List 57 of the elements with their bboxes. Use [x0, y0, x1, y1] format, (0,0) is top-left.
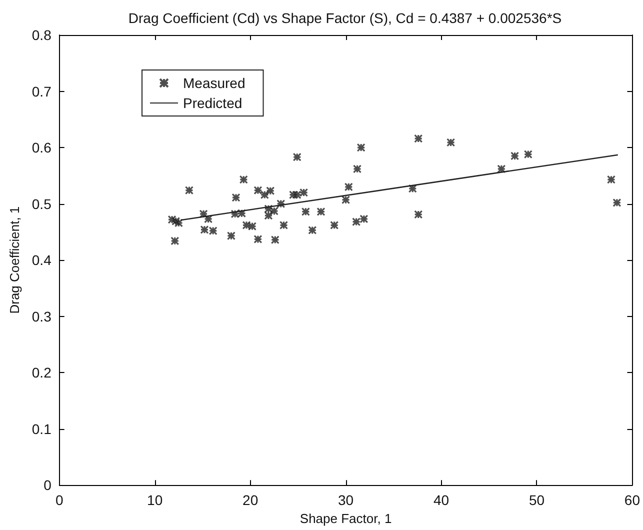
point [292, 152, 302, 162]
x-tick-label: 60 [624, 492, 640, 508]
legend-label: Measured [183, 75, 246, 91]
y-tick-label: 0.4 [32, 252, 52, 268]
point [226, 232, 236, 240]
point [497, 164, 506, 174]
point [352, 217, 361, 226]
point [360, 214, 368, 224]
point [266, 186, 275, 196]
x-tick-label: 40 [433, 492, 450, 508]
point [170, 236, 180, 246]
chart-title: Drag Coefficient (Cd) vs Shape Factor (S), Cd = 0.4387 + 0.002536*S [128, 10, 562, 26]
point [230, 210, 240, 218]
point [288, 190, 298, 200]
point [612, 198, 622, 207]
y-tick-label: 0 [44, 477, 52, 494]
y-axis-title: Drag Coefficient, 1 [7, 206, 22, 314]
point [279, 220, 288, 230]
point [414, 134, 423, 143]
point [356, 143, 366, 152]
point [232, 193, 240, 202]
x-tick-label: 50 [528, 492, 545, 508]
y-tick-label: 0.8 [32, 27, 52, 43]
y-tick-label: 0.1 [32, 420, 52, 437]
y-tick-label: 0.3 [32, 308, 52, 324]
y-tick-label: 0.5 [32, 196, 52, 212]
y-tick-label: 0.7 [32, 83, 52, 100]
point [344, 182, 353, 192]
x-axis-title: Shape Factor, 1 [300, 511, 392, 526]
point [264, 211, 273, 220]
x-tick-label: 10 [147, 492, 163, 508]
point [292, 190, 302, 200]
point [301, 207, 310, 216]
point [308, 226, 317, 235]
point [446, 138, 456, 147]
point [408, 184, 417, 193]
point [254, 234, 262, 244]
point [239, 175, 248, 184]
point [237, 209, 246, 218]
legend-label: Predicted [183, 95, 242, 111]
y-tick-label: 0.2 [32, 364, 52, 381]
x-tick-label: 20 [242, 492, 258, 508]
x-tick-label: 0 [55, 492, 64, 508]
point [184, 186, 194, 195]
point [299, 188, 308, 197]
y-tick-label: 0.6 [32, 140, 52, 156]
point [524, 150, 532, 159]
point [414, 210, 423, 219]
x-tick-label: 30 [338, 492, 354, 508]
point [270, 235, 280, 244]
point [352, 164, 362, 174]
point [510, 152, 520, 160]
point [341, 196, 350, 204]
point [276, 199, 286, 208]
point [316, 207, 326, 216]
point [606, 175, 616, 184]
point [330, 220, 339, 230]
